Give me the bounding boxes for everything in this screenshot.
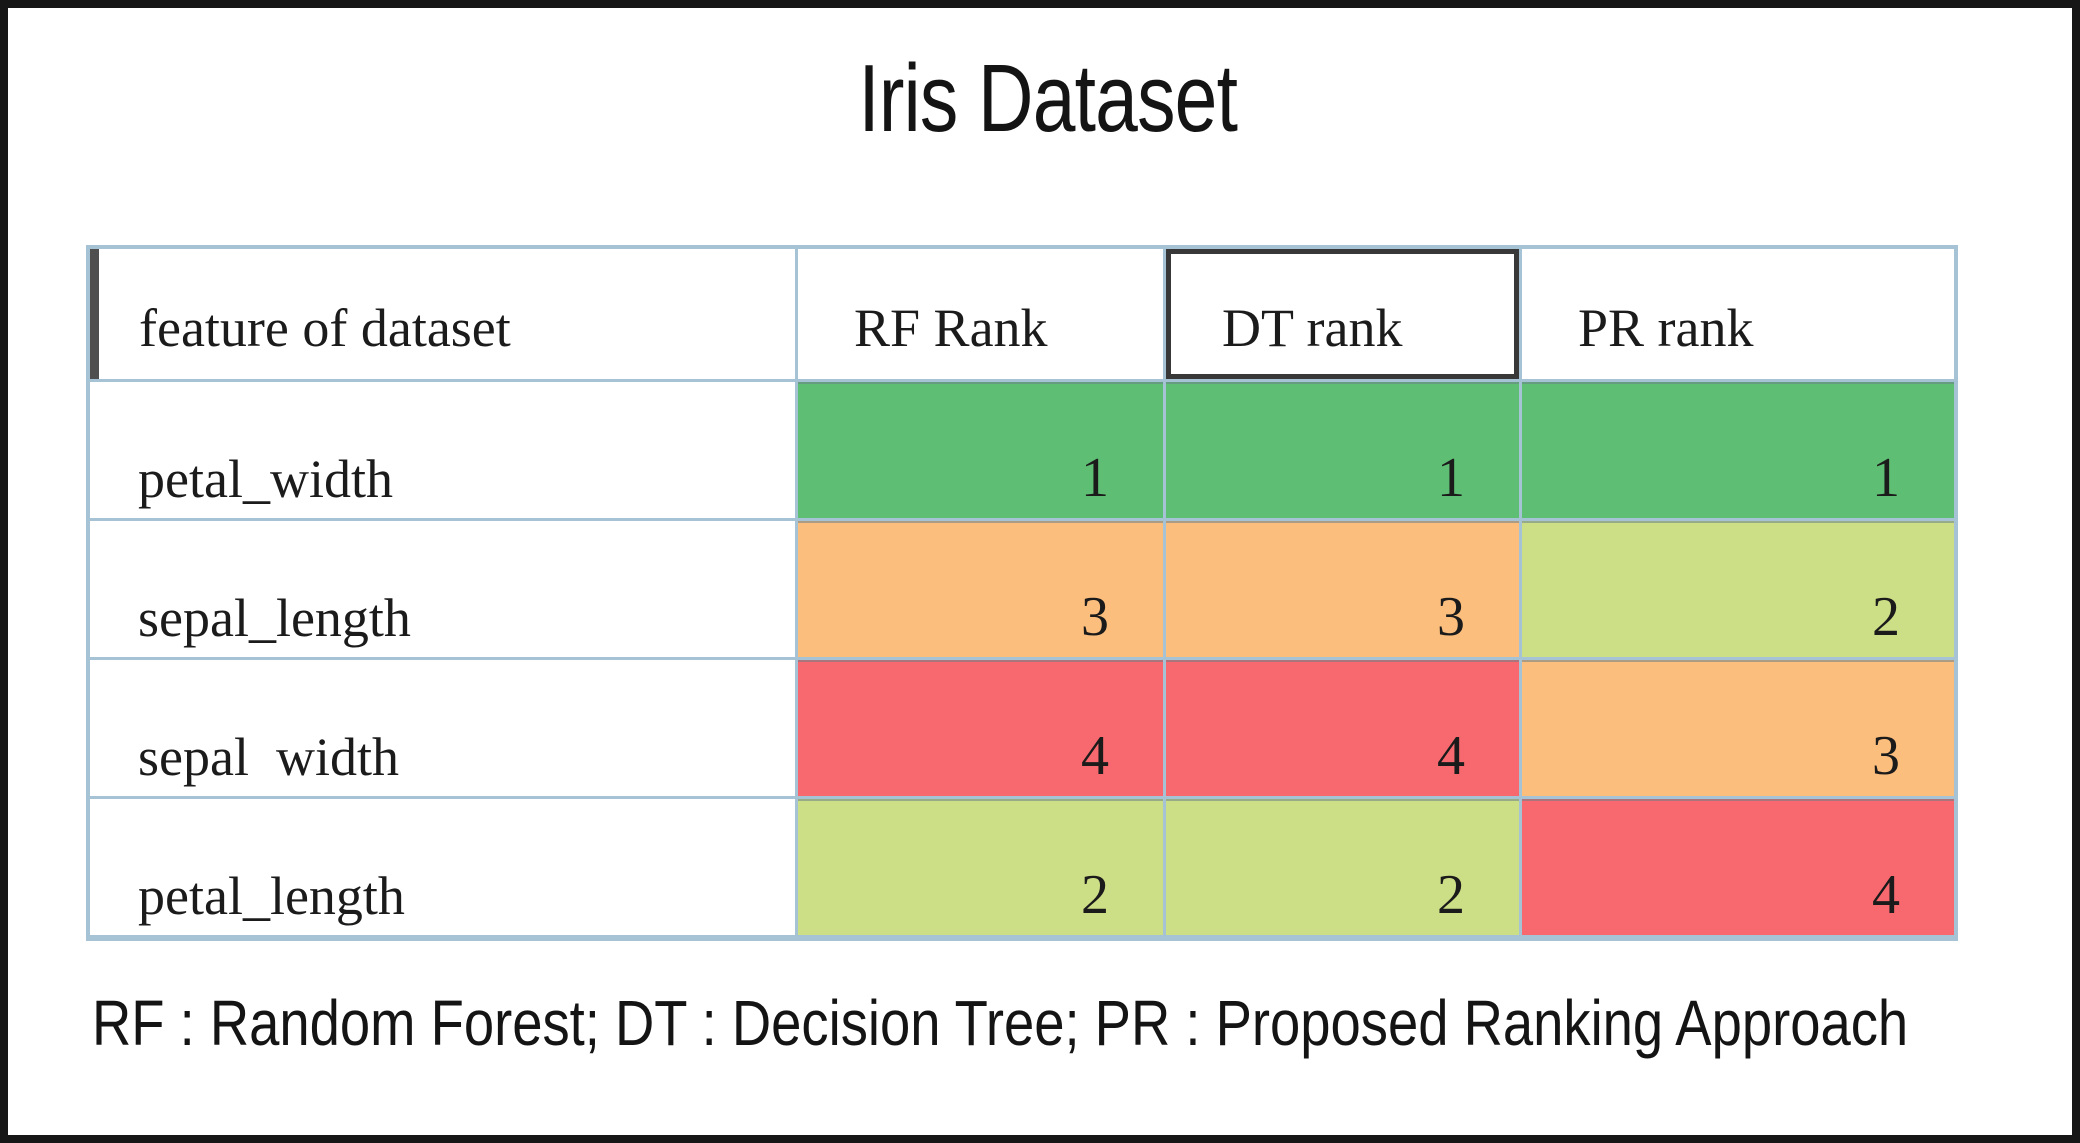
feature-cell: petal_length <box>90 799 795 935</box>
rank-cell: 1 <box>1522 382 1954 518</box>
title-container: Iris Dataset <box>8 46 2080 166</box>
feature-cell: petal_width <box>90 382 795 518</box>
rank-cell: 4 <box>1166 660 1519 796</box>
rank-cell: 1 <box>798 382 1163 518</box>
rank-cell: 3 <box>1166 521 1519 657</box>
rank-cell: 4 <box>1522 799 1954 935</box>
legend-container: RF : Random Forest; DT : Decision Tree; … <box>92 987 2042 1059</box>
rank-cell: 4 <box>798 660 1163 796</box>
rank-cell: 1 <box>1166 382 1519 518</box>
rank-cell: 3 <box>1522 660 1954 796</box>
figure-title: Iris Dataset <box>858 45 1239 152</box>
header-cell-pr-rank: PR rank <box>1522 249 1954 379</box>
rank-cell: 2 <box>798 799 1163 935</box>
header-cell-rf-rank: RF Rank <box>798 249 1163 379</box>
header-cell-dt-rank: DT rank <box>1166 249 1519 379</box>
header-cell-feature: feature of dataset <box>90 249 795 379</box>
legend-text: RF : Random Forest; DT : Decision Tree; … <box>92 987 1909 1059</box>
feature-cell: sepal width <box>90 660 795 796</box>
feature-cell: sepal_length <box>90 521 795 657</box>
rank-table: feature of dataset RF Rank DT rank PR ra… <box>86 245 1958 941</box>
rank-cell: 2 <box>1522 521 1954 657</box>
rank-cell: 2 <box>1166 799 1519 935</box>
rank-cell: 3 <box>798 521 1163 657</box>
